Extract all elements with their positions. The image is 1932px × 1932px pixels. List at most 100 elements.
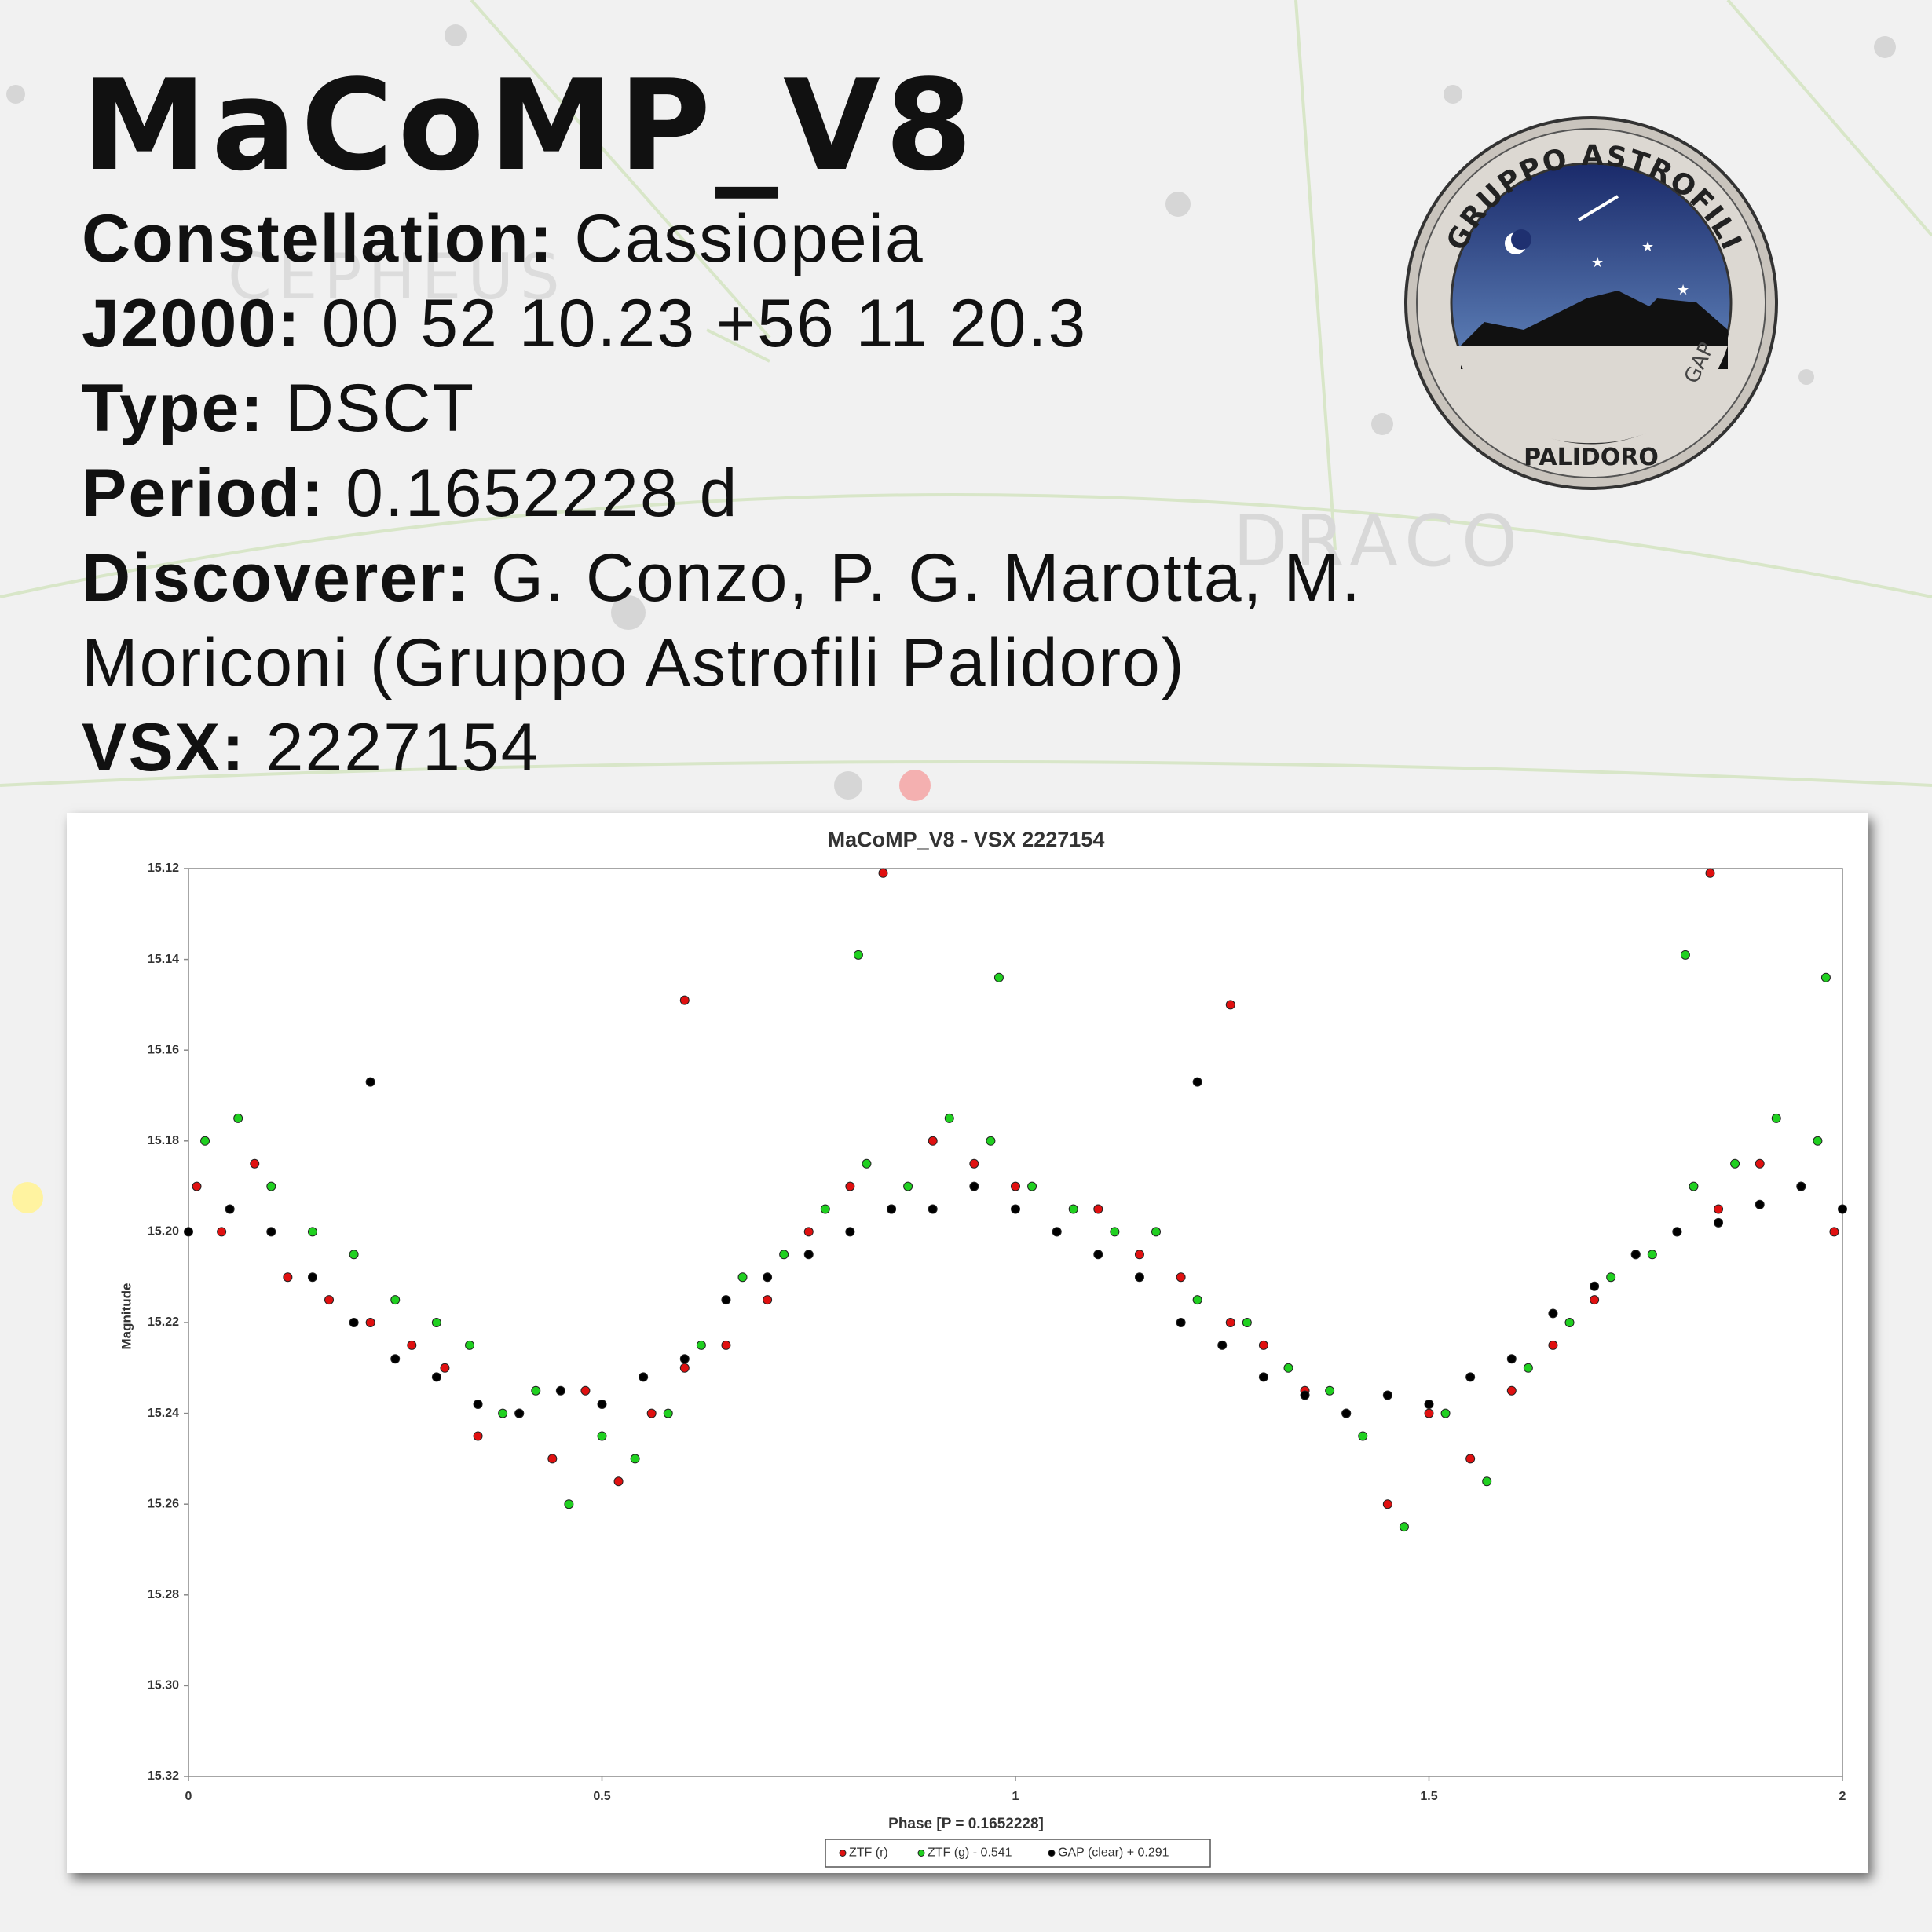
data-point [1548, 1340, 1558, 1350]
data-point [903, 1181, 913, 1191]
info-line: Period: 0.1652228 d [82, 451, 1433, 536]
star: ★ [1677, 282, 1689, 298]
data-point [1606, 1272, 1616, 1283]
data-point [1382, 1390, 1392, 1400]
data-point [184, 1227, 193, 1237]
data-point [1027, 1181, 1037, 1191]
data-point [564, 1499, 574, 1509]
data-point [431, 1372, 441, 1382]
star: ★ [1591, 254, 1604, 271]
data-point [721, 1295, 731, 1305]
data-point [473, 1431, 483, 1441]
data-point [307, 1272, 317, 1283]
info-value: Cassiopeia [574, 201, 924, 276]
data-point [1176, 1272, 1186, 1283]
info-label: VSX: [82, 710, 246, 785]
data-point [514, 1408, 525, 1418]
data-point [639, 1372, 649, 1382]
logo-bottom-text: PALIDORO [1524, 444, 1659, 471]
header: MaCoMP_V8 Constellation: Cassiopeia J2000… [82, 55, 1433, 790]
y-tick-label: 15.28 [148, 1588, 179, 1601]
data-point [1705, 868, 1715, 878]
data-point [531, 1385, 541, 1396]
data-point [1838, 1204, 1847, 1214]
data-point [1110, 1227, 1120, 1237]
data-point [1680, 950, 1690, 960]
data-point [820, 1204, 830, 1214]
data-point [1755, 1158, 1765, 1169]
legend-marker [917, 1850, 925, 1857]
data-point [928, 1136, 938, 1146]
star: ★ [1641, 239, 1654, 255]
data-point [1506, 1385, 1517, 1396]
data-point [407, 1340, 417, 1350]
data-point [233, 1113, 243, 1123]
data-point [1192, 1077, 1202, 1087]
data-point [1325, 1385, 1335, 1396]
data-point [737, 1272, 748, 1283]
data-point [845, 1227, 855, 1237]
data-point [1093, 1204, 1103, 1214]
data-point [1225, 1000, 1235, 1010]
data-point [1482, 1476, 1492, 1487]
chart: MaCoMP_V8 - VSX 2227154 Phase [P = 0.165… [119, 828, 1847, 1868]
data-point [1564, 1318, 1575, 1327]
data-point [679, 995, 690, 1005]
data-point [1465, 1454, 1476, 1464]
data-point [1820, 972, 1831, 982]
data-point [1011, 1181, 1020, 1191]
info-label: J2000: [82, 286, 302, 361]
data-point [1689, 1181, 1699, 1191]
background-label: CEPHEUS [228, 240, 566, 313]
y-tick-label: 15.30 [148, 1679, 179, 1692]
data-point [1647, 1250, 1657, 1260]
x-tick-label: 1 [1012, 1790, 1019, 1803]
data-point [1258, 1340, 1268, 1350]
y-tick-label: 15.22 [148, 1315, 179, 1329]
legend-marker [839, 1850, 847, 1857]
background-label: DRACO [1233, 500, 1525, 583]
data-point [1093, 1250, 1103, 1260]
data-point [1011, 1204, 1020, 1214]
data-point [283, 1272, 293, 1283]
data-point [763, 1272, 773, 1283]
data-point [1548, 1308, 1558, 1319]
data-point [969, 1158, 979, 1169]
data-point [1399, 1522, 1409, 1532]
data-point [1424, 1408, 1434, 1418]
data-point [1424, 1400, 1434, 1410]
data-point [1440, 1408, 1451, 1418]
title: MaCoMP_V8 [82, 52, 978, 199]
y-tick-label: 15.14 [148, 953, 179, 966]
data-point [696, 1340, 706, 1350]
info-list: Constellation: Cassiopeia J2000: 00 52 10… [82, 196, 1433, 790]
y-tick-label: 15.32 [148, 1769, 179, 1783]
info-value: 00 52 10.23 +56 11 20.3 [321, 286, 1088, 361]
x-axis-label: Phase [P = 0.1652228] [888, 1816, 1044, 1832]
info-line: Constellation: Cassiopeia [82, 196, 1433, 281]
data-point [1283, 1363, 1293, 1373]
data-point [365, 1077, 375, 1087]
data-point [1714, 1204, 1724, 1214]
data-point [763, 1295, 773, 1305]
data-point [1192, 1295, 1202, 1305]
info-line: Discoverer: G. Conzo, P. G. Marotta, M. … [82, 536, 1433, 705]
chart-title: MaCoMP_V8 - VSX 2227154 [828, 828, 1105, 851]
data-point [646, 1408, 657, 1418]
x-tick-label: 0.5 [593, 1790, 610, 1803]
data-point [349, 1318, 359, 1327]
data-point [1771, 1113, 1781, 1123]
data-point [597, 1400, 607, 1410]
data-point [1242, 1318, 1252, 1327]
data-point [1052, 1227, 1062, 1237]
data-point [969, 1181, 979, 1191]
data-point [1755, 1199, 1765, 1209]
data-point [349, 1250, 359, 1260]
data-point [663, 1408, 673, 1418]
data-point [307, 1227, 317, 1237]
data-point [630, 1454, 640, 1464]
info-line: VSX: 2227154 [82, 705, 1433, 790]
info-value: G. Conzo, P. G. Marotta, M. Moriconi (Gr… [82, 540, 1362, 701]
data-point [431, 1318, 441, 1327]
